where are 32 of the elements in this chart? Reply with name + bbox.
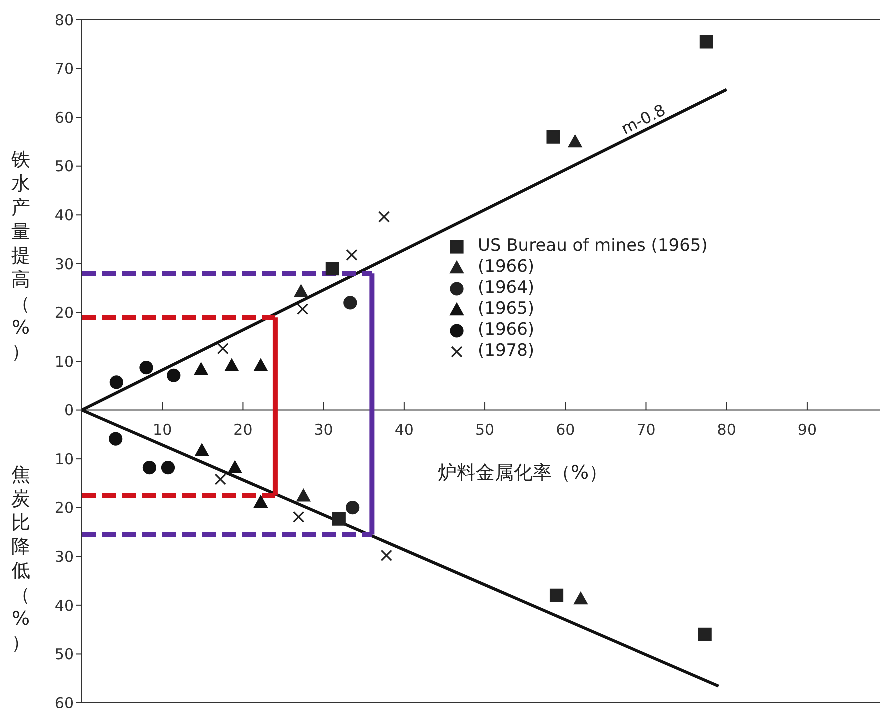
x-tick-label: 60: [556, 420, 576, 439]
y-tick-label: 0: [64, 402, 74, 420]
x-tick-label: 90: [798, 420, 817, 439]
x-tick-label: 20: [234, 420, 253, 439]
legend-label: (1978): [478, 341, 535, 362]
x-tick-label: 50: [475, 420, 495, 439]
x-axis-title: 炉料金属化率（%）: [438, 461, 608, 486]
legend-label: (1964): [478, 278, 535, 299]
x-tick-label: 10: [153, 420, 172, 439]
y-tick-label: 60: [54, 108, 74, 127]
legend-label: (1966): [478, 257, 535, 278]
legend-label: US Bureau of mines (1965): [478, 236, 708, 257]
text: 铁水产量提高（%）: [12, 149, 30, 363]
x-tick-label: 40: [394, 420, 414, 439]
y-tick-label: 40: [54, 596, 74, 615]
y-tick-label: 70: [54, 60, 74, 78]
x-tick-label: 80: [717, 420, 736, 439]
y-tick-label: 50: [54, 646, 74, 664]
text: 焦炭比降低（%）: [10, 463, 32, 655]
y-tick-label: 40: [54, 206, 74, 224]
y-tick-label: 20: [54, 304, 74, 322]
x-tick-label: 70: [636, 420, 656, 439]
y-tick-label: 10: [54, 450, 74, 468]
legend-label: (1966): [478, 320, 535, 341]
legend-label: (1965): [478, 299, 535, 320]
x-tick-label: 30: [314, 420, 334, 439]
y-tick-label: 20: [54, 499, 74, 518]
y-tick-label: 30: [54, 255, 74, 274]
y-tick-label: 30: [54, 548, 74, 566]
y-tick-label: 80: [54, 11, 74, 30]
y-tick-label: 50: [54, 158, 74, 176]
y-tick-label: 10: [54, 352, 74, 371]
